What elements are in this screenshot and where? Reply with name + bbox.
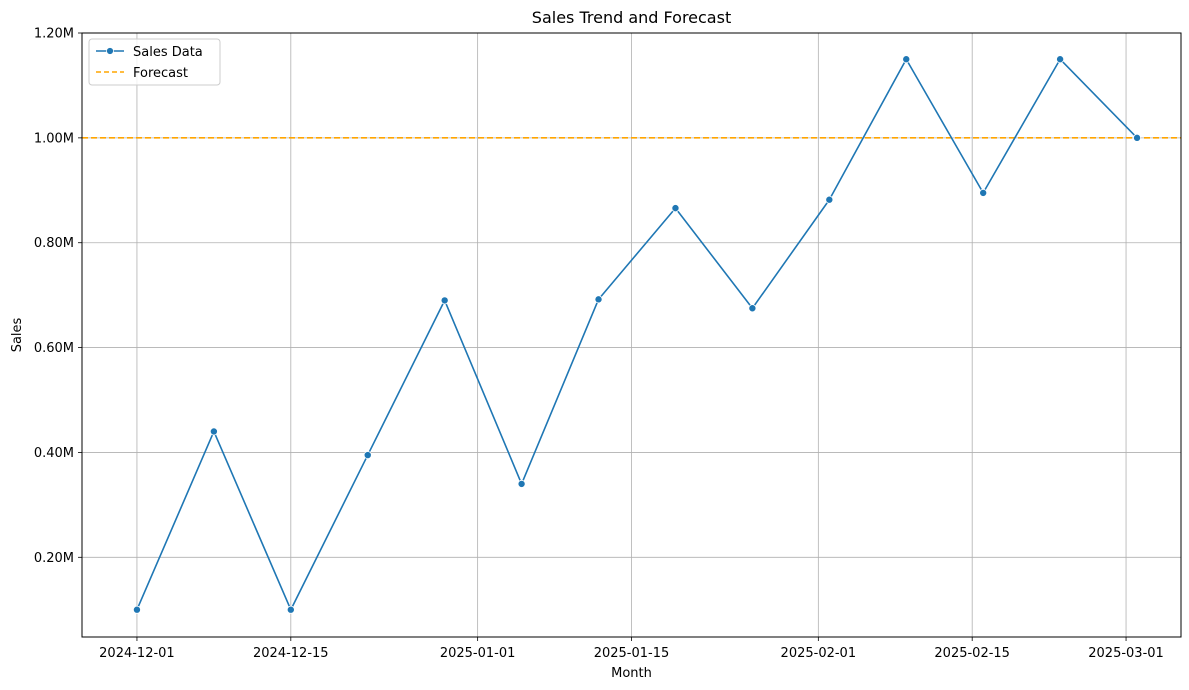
x-tick-label: 2025-02-01 [781, 646, 857, 661]
legend-sales-label: Sales Data [133, 45, 203, 60]
sales-point [1056, 55, 1065, 64]
grid [82, 32, 1181, 637]
sales-point [440, 296, 449, 305]
legend-sales-marker [106, 47, 114, 55]
sales-line [136, 58, 1138, 611]
sales-point [825, 195, 834, 204]
sales-point [671, 204, 680, 213]
sales-point [286, 605, 295, 614]
x-tick-label: 2024-12-15 [253, 646, 329, 661]
x-tick-label: 2025-03-01 [1088, 646, 1164, 661]
x-axis-title: Month [611, 666, 652, 681]
sales-series [132, 55, 1142, 614]
legend-forecast-label: Forecast [133, 66, 188, 81]
chart-title: Sales Trend and Forecast [532, 8, 731, 27]
sales-point [979, 188, 988, 197]
y-tick-label: 1.00M [34, 131, 74, 146]
sales-point [1133, 133, 1142, 142]
sales-point [748, 304, 757, 313]
sales-point [209, 427, 218, 436]
sales-point [517, 479, 526, 488]
sales-point [132, 605, 141, 614]
y-tick-label: 0.40M [34, 446, 74, 461]
sales-point [594, 295, 603, 304]
y-axis-title: Sales [10, 317, 25, 352]
legend: Sales Data Forecast [88, 38, 221, 86]
sales-point [902, 55, 911, 64]
y-tick-label: 0.80M [34, 236, 74, 251]
plot-area-frame [81, 32, 1182, 638]
y-axis-ticks: 0.20M 0.40M 0.60M 0.80M 1.00M 1.20M [34, 27, 82, 566]
x-tick-label: 2024-12-01 [99, 646, 175, 661]
y-tick-label: 0.20M [34, 551, 74, 566]
x-tick-label: 2025-01-15 [594, 646, 670, 661]
y-tick-label: 1.20M [34, 27, 74, 42]
x-tick-label: 2025-01-01 [440, 646, 516, 661]
y-tick-label: 0.60M [34, 341, 74, 356]
x-axis-ticks: 2024-12-01 2024-12-15 2025-01-01 2025-01-15… [99, 637, 1164, 661]
sales-point [363, 451, 372, 460]
x-tick-label: 2025-02-15 [934, 646, 1010, 661]
